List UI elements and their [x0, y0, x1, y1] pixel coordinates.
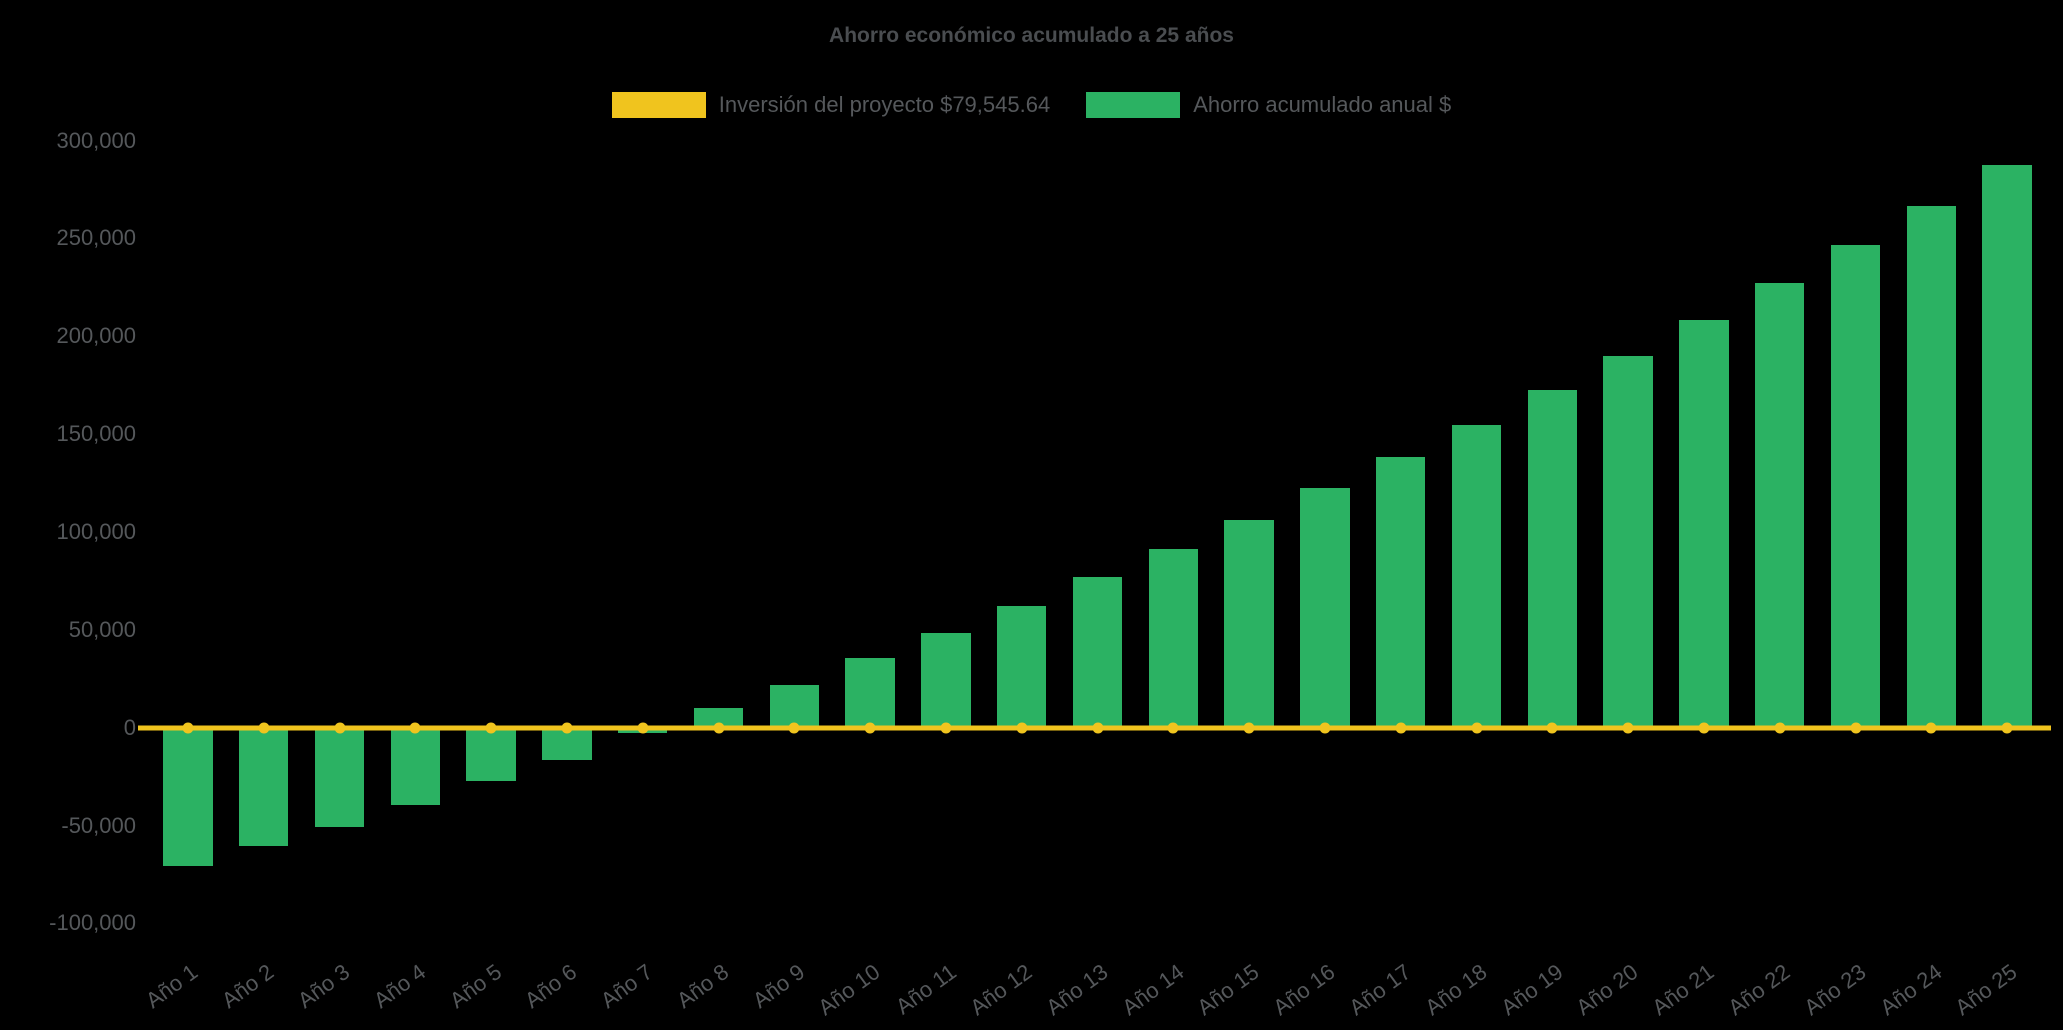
y-axis-tick-label: -50,000	[61, 812, 136, 838]
bar-year-10[interactable]	[845, 658, 895, 728]
legend: Inversión del proyecto $79,545.64 Ahorro…	[0, 92, 2063, 118]
y-axis-tick-label: 100,000	[56, 519, 136, 545]
x-axis-tick-label: Año 1	[141, 959, 203, 1014]
x-axis-tick-label: Año 7	[596, 959, 658, 1014]
legend-swatch-savings-icon	[1086, 92, 1181, 118]
x-axis-tick-label: Año 3	[292, 959, 355, 1014]
investment-line-marker-icon	[637, 722, 649, 734]
y-axis-tick-label: 300,000	[56, 127, 136, 153]
investment-line-marker-icon	[1698, 722, 1710, 734]
legend-item-investment[interactable]: Inversión del proyecto $79,545.64	[611, 92, 1051, 118]
investment-line-marker-icon	[864, 722, 876, 734]
x-axis-tick-label: Año 6	[520, 959, 582, 1014]
x-axis-tick-label: Año 17	[1344, 959, 1416, 1021]
investment-line-marker-icon	[409, 722, 421, 734]
bar-year-12[interactable]	[997, 606, 1047, 728]
x-axis-tick-label: Año 20	[1571, 959, 1643, 1021]
bar-year-18[interactable]	[1451, 425, 1502, 728]
x-axis-tick-label: Año 19	[1495, 959, 1568, 1021]
x-axis-tick-label: Año 13	[1041, 959, 1113, 1021]
bar-year-15[interactable]	[1224, 520, 1274, 728]
x-axis-tick-label: Año 24	[1874, 959, 1947, 1021]
x-axis-tick-label: Año 2	[217, 959, 279, 1014]
x-axis-tick-label: Año 21	[1647, 959, 1719, 1021]
bar-year-11[interactable]	[921, 632, 971, 728]
bar-year-1[interactable]	[163, 727, 213, 866]
bar-year-8[interactable]	[693, 708, 744, 728]
investment-line-marker-icon	[1243, 722, 1255, 734]
bar-year-20[interactable]	[1603, 355, 1653, 728]
x-axis-tick-label: Año 4	[368, 959, 431, 1014]
y-axis: 300,000 250,000 200,000 150,000 100,000 50,00…	[0, 121, 136, 945]
x-axis-tick-label: Año 23	[1799, 959, 1871, 1021]
x-axis-tick-label: Año 5	[444, 959, 506, 1014]
bar-year-24[interactable]	[1906, 206, 1956, 728]
investment-line-marker-icon	[2001, 722, 2013, 734]
bar-year-5[interactable]	[466, 727, 516, 781]
x-axis-tick-label: Año 10	[813, 959, 885, 1021]
x-axis-tick-label: Año 22	[1723, 959, 1795, 1021]
y-axis-tick-label: 50,000	[68, 616, 136, 642]
investment-line-marker-icon	[182, 722, 194, 734]
bar-year-13[interactable]	[1072, 577, 1123, 728]
investment-line-marker-icon	[1850, 722, 1861, 734]
bar-year-9[interactable]	[769, 684, 819, 728]
investment-line-marker-icon	[1167, 722, 1179, 734]
x-axis-tick-label: Año 12	[965, 959, 1037, 1021]
investment-line-marker-icon	[1925, 722, 1937, 734]
investment-line-marker-icon	[788, 722, 800, 734]
x-axis: Año 1 Año 2 Año 3 Año 4 Año 5 Año 6 Año 7 Año 8…	[141, 953, 2045, 1028]
investment-line-marker-icon	[1546, 722, 1558, 734]
x-axis-tick-label: Año 25	[1950, 959, 2022, 1021]
investment-line-marker-icon	[1016, 722, 1028, 734]
investment-line-marker-icon	[940, 722, 952, 734]
bar-year-21[interactable]	[1679, 319, 1729, 728]
x-axis-tick-label: Año 15	[1192, 959, 1264, 1021]
bar-year-2[interactable]	[239, 727, 289, 847]
investment-line-marker-icon	[1092, 722, 1103, 734]
legend-swatch-investment-icon	[611, 92, 706, 118]
bar-year-22[interactable]	[1755, 283, 1805, 728]
investment-line-marker-icon	[1622, 722, 1634, 734]
y-axis-tick-label: -100,000	[49, 910, 136, 936]
x-axis-tick-label: Año 16	[1268, 959, 1340, 1021]
x-axis-tick-label: Año 14	[1116, 959, 1189, 1021]
investment-line-marker-icon	[485, 722, 497, 734]
x-axis-tick-label: Año 11	[890, 959, 961, 1020]
bar-year-25[interactable]	[1982, 165, 2032, 728]
investment-line-marker-icon	[334, 722, 345, 734]
y-axis-tick-label: 0	[123, 714, 136, 740]
x-axis-tick-label: Año 9	[747, 959, 810, 1014]
investment-line-marker-icon	[1471, 722, 1482, 734]
x-axis-tick-label: Año 8	[671, 959, 734, 1014]
bar-year-4[interactable]	[390, 727, 440, 806]
investment-line-marker-icon	[1774, 722, 1786, 734]
investment-line-marker-icon	[1395, 722, 1407, 734]
bar-year-14[interactable]	[1148, 548, 1198, 728]
bar-year-19[interactable]	[1527, 390, 1577, 728]
plot-area	[138, 121, 2051, 945]
bar-year-23[interactable]	[1830, 245, 1881, 728]
y-axis-tick-label: 150,000	[56, 421, 136, 447]
legend-item-savings[interactable]: Ahorro acumulado anual $	[1086, 92, 1451, 118]
investment-line-marker-icon	[561, 722, 573, 734]
legend-label-investment: Inversión del proyecto $79,545.64	[718, 92, 1051, 117]
bar-year-17[interactable]	[1376, 456, 1426, 728]
investment-line-marker-icon	[258, 722, 270, 734]
bar-year-3[interactable]	[314, 727, 365, 827]
chart-title: Ahorro económico acumulado a 25 años	[829, 24, 1234, 47]
x-axis-tick-label: Año 18	[1420, 959, 1492, 1021]
investment-line-marker-icon	[1319, 722, 1331, 734]
investment-line-marker-icon	[713, 722, 724, 734]
y-axis-tick-label: 250,000	[56, 225, 136, 251]
bar-year-16[interactable]	[1300, 487, 1350, 728]
y-axis-tick-label: 200,000	[56, 323, 136, 349]
legend-label-savings: Ahorro acumulado anual $	[1193, 92, 1452, 117]
